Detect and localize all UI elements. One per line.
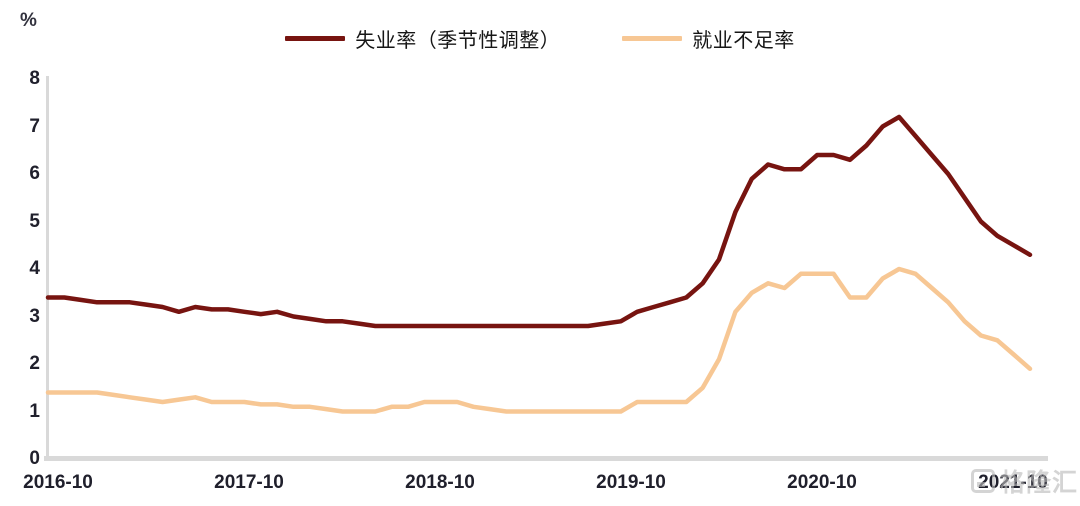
legend-swatch-unemployment-rate [285,36,346,41]
underemployment-rate-line [45,266,1033,414]
unemployment-rate-seasonally-adjusted-line [45,114,1033,329]
legend-item-unemployment-rate: 失业率（季节性调整） [285,24,560,53]
x-tick-label: 2016-10 [23,472,93,493]
legend-item-underemployment-rate: 就业不足率 [622,24,795,53]
y-tick-label: 3 [29,305,40,327]
legend-label-underemployment-rate: 就业不足率 [692,30,795,52]
y-tick-label: 4 [29,258,40,279]
y-tick-label: 8 [29,68,40,89]
x-axis-line [44,456,1048,461]
legend-swatch-underemployment-rate [622,36,683,41]
y-tick-label: 6 [29,163,40,184]
x-tick-label: 2018-10 [405,472,475,493]
y-tick-label: 5 [29,210,40,232]
x-tick-label: 2017-10 [214,472,284,493]
x-tick-label: 2019-10 [596,472,666,493]
legend-label-unemployment-rate: 失业率（季节性调整） [355,30,561,52]
y-tick-label: 0 [29,448,40,469]
y-axis-line [46,76,49,459]
y-tick-label: 7 [29,115,40,137]
x-tick-label: 2021-10 [978,472,1048,493]
y-axis-unit-label: % [20,10,37,31]
y-tick-label: 1 [29,400,40,422]
y-tick-label: 2 [29,353,40,374]
chart-legend: 失业率（季节性调整） 就业不足率 [0,24,1080,53]
x-tick-label: 2020-10 [787,472,857,493]
